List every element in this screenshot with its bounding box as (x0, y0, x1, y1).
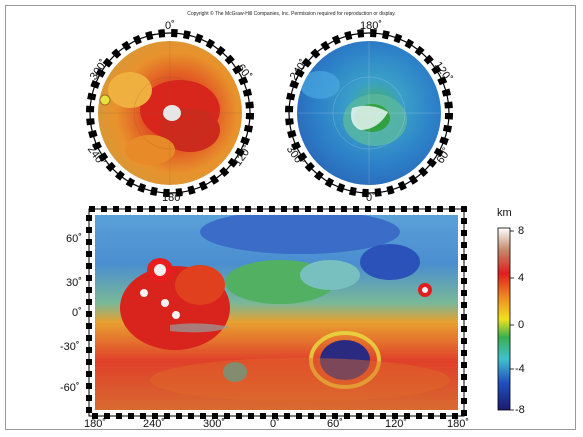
colorbar-tick-0: 0 (518, 319, 524, 331)
lon-label-180-right: 180˚ (447, 418, 469, 430)
colorbar-tick-4: 4 (518, 272, 524, 284)
south-polar-map (289, 33, 449, 193)
lat-label-minus30: -30˚ (60, 341, 80, 353)
north-polar-map (90, 33, 250, 193)
lon-label-180-left: 180˚ (84, 418, 106, 430)
elevation-colorbar (498, 228, 514, 410)
lat-label-0: 0˚ (72, 307, 82, 319)
colorbar-tick-8: 8 (518, 225, 524, 237)
global-topography-map (89, 209, 464, 416)
lat-label-60: 60˚ (66, 233, 82, 245)
lat-label-minus60: -60˚ (60, 382, 80, 394)
lon-label-120: 120˚ (385, 418, 407, 430)
lat-label-30: 30˚ (66, 277, 82, 289)
lon-label-240: 240˚ (143, 418, 165, 430)
lon-label-60: 60˚ (327, 418, 343, 430)
colorbar-tick-minus8: -8 (515, 404, 525, 416)
colorbar-unit: km (497, 207, 512, 219)
lon-label-300: 300˚ (203, 418, 225, 430)
north-map-label-bottom: 180˚ (162, 192, 184, 204)
south-map-label-bottom: 0˚ (366, 192, 376, 204)
south-map-label-top: 180˚ (360, 20, 382, 32)
north-map-label-top: 0˚ (165, 20, 175, 32)
lon-label-0: 0˚ (270, 418, 280, 430)
colorbar-tick-minus4: -4 (515, 363, 525, 375)
